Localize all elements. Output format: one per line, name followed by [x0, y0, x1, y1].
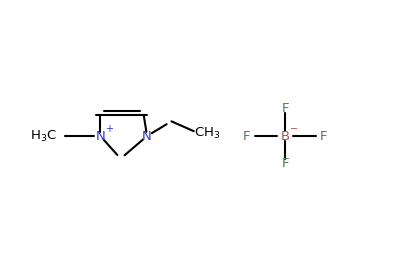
Text: N: N [142, 129, 152, 143]
Text: B: B [281, 129, 290, 143]
Text: H$_3$C: H$_3$C [30, 128, 57, 144]
Text: −: − [290, 124, 298, 134]
Text: F: F [281, 157, 289, 171]
Text: F: F [320, 129, 328, 143]
Text: +: + [105, 123, 113, 134]
Text: F: F [243, 129, 250, 143]
Text: N: N [96, 129, 105, 143]
Text: F: F [281, 101, 289, 115]
Text: CH$_3$: CH$_3$ [194, 126, 220, 141]
